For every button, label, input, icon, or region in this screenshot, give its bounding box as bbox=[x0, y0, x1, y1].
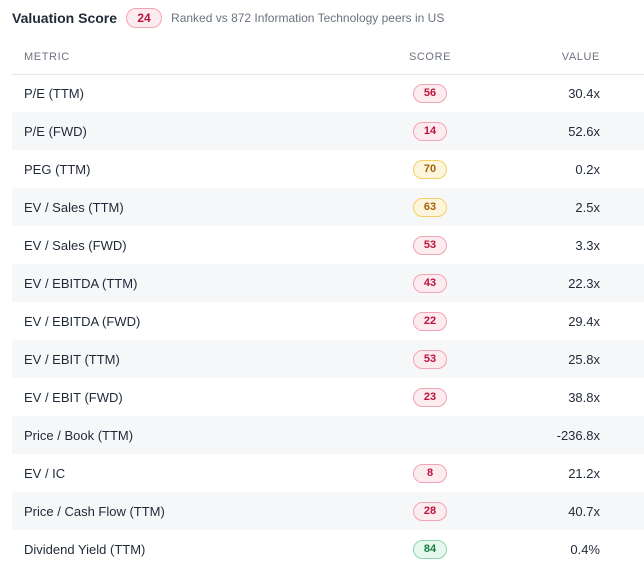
metric-name: Price / Book (TTM) bbox=[12, 416, 352, 454]
table-row: Price / Cash Flow (TTM) 28 40.7x bbox=[12, 492, 644, 530]
metric-name: P/E (TTM) bbox=[24, 85, 84, 101]
table-row: EV / EBITDA (FWD) 22 29.4x bbox=[12, 302, 644, 340]
score-cell: 63 bbox=[352, 188, 508, 226]
score-badge: 14 bbox=[413, 121, 447, 141]
section-title: Valuation Score bbox=[12, 10, 118, 26]
score-badge: 23 bbox=[413, 387, 447, 407]
score-badge: 43 bbox=[413, 273, 447, 293]
metric-name: Price / Cash Flow (TTM) bbox=[12, 492, 352, 530]
metric-value: 52.6x bbox=[508, 112, 644, 150]
metric-name: EV / EBITDA (FWD) bbox=[24, 313, 141, 329]
metric-value: 30.4x bbox=[568, 85, 600, 101]
metric-name: EV / EBIT (FWD) bbox=[24, 389, 123, 405]
score-cell: 53 bbox=[352, 340, 508, 378]
score-badge: 22 bbox=[413, 311, 447, 331]
score-badge: 53 bbox=[413, 235, 447, 255]
score-cell: 84 bbox=[352, 530, 508, 568]
score-badge: 70 bbox=[413, 159, 447, 179]
table-header-row: METRIC SCORE VALUE bbox=[12, 40, 644, 75]
table-row: Price / Book (TTM) -236.8x bbox=[12, 416, 644, 454]
score-badge: 53 bbox=[413, 349, 447, 369]
score-badge: 56 bbox=[413, 83, 447, 103]
score-badge: 28 bbox=[413, 501, 447, 521]
overall-score-badge: 24 bbox=[126, 8, 163, 28]
table-row: EV / EBIT (FWD) 23 38.8x bbox=[12, 378, 644, 416]
metric-value: 25.8x bbox=[508, 340, 644, 378]
peer-ranking-note: Ranked vs 872 Information Technology pee… bbox=[171, 11, 445, 25]
score-cell: 14 bbox=[352, 112, 508, 150]
metric-value: 0.2x bbox=[575, 161, 600, 177]
column-header-value[interactable]: VALUE bbox=[508, 40, 644, 75]
metric-name: EV / Sales (FWD) bbox=[24, 237, 127, 253]
metric-name: EV / EBIT (TTM) bbox=[12, 340, 352, 378]
column-header-metric[interactable]: METRIC bbox=[12, 40, 352, 75]
metric-name: EV / IC bbox=[24, 465, 66, 481]
column-header-score[interactable]: SCORE bbox=[352, 40, 508, 75]
metric-value: 38.8x bbox=[568, 389, 600, 405]
valuation-metrics-table: METRIC SCORE VALUE P/E (TTM) 56 30.4x P/E (… bbox=[12, 40, 644, 568]
score-cell: 43 bbox=[352, 264, 508, 302]
metric-value: 21.2x bbox=[568, 465, 600, 481]
metric-name: EV / Sales (TTM) bbox=[12, 188, 352, 226]
metric-name: EV / EBITDA (TTM) bbox=[12, 264, 352, 302]
metric-value: 0.4% bbox=[570, 541, 600, 557]
valuation-header: Valuation Score 24 Ranked vs 872 Informa… bbox=[12, 7, 444, 29]
metric-value: 2.5x bbox=[508, 188, 644, 226]
score-cell: 8 bbox=[352, 454, 508, 492]
score-cell: 53 bbox=[352, 226, 508, 264]
table-row: P/E (FWD) 14 52.6x bbox=[12, 112, 644, 150]
table-row: EV / EBITDA (TTM) 43 22.3x bbox=[12, 264, 644, 302]
table-row: P/E (TTM) 56 30.4x bbox=[12, 74, 644, 112]
score-cell: 70 bbox=[352, 150, 508, 188]
table-body: P/E (TTM) 56 30.4x P/E (FWD) 14 52.6x PEG (TTM… bbox=[12, 74, 644, 568]
metric-value: 40.7x bbox=[508, 492, 644, 530]
table-row: PEG (TTM) 70 0.2x bbox=[12, 150, 644, 188]
score-badge: 8 bbox=[413, 463, 447, 483]
table-row: EV / Sales (TTM) 63 2.5x bbox=[12, 188, 644, 226]
table-row: Dividend Yield (TTM) 84 0.4% bbox=[12, 530, 644, 568]
metric-value: 3.3x bbox=[575, 237, 600, 253]
score-badge: 84 bbox=[413, 539, 447, 559]
score-cell: 23 bbox=[352, 378, 508, 416]
table-row: EV / IC 8 21.2x bbox=[12, 454, 644, 492]
metric-value: -236.8x bbox=[508, 416, 644, 454]
table-row: EV / Sales (FWD) 53 3.3x bbox=[12, 226, 644, 264]
metric-name: PEG (TTM) bbox=[24, 161, 91, 177]
score-cell: 56 bbox=[352, 74, 508, 112]
score-cell: 22 bbox=[352, 302, 508, 340]
score-cell: 28 bbox=[352, 492, 508, 530]
metric-value: 29.4x bbox=[568, 313, 600, 329]
table-row: EV / EBIT (TTM) 53 25.8x bbox=[12, 340, 644, 378]
metric-value: 22.3x bbox=[508, 264, 644, 302]
metric-name: P/E (FWD) bbox=[12, 112, 352, 150]
metric-name: Dividend Yield (TTM) bbox=[24, 541, 146, 557]
score-cell bbox=[352, 416, 508, 454]
score-badge: 63 bbox=[413, 197, 447, 217]
